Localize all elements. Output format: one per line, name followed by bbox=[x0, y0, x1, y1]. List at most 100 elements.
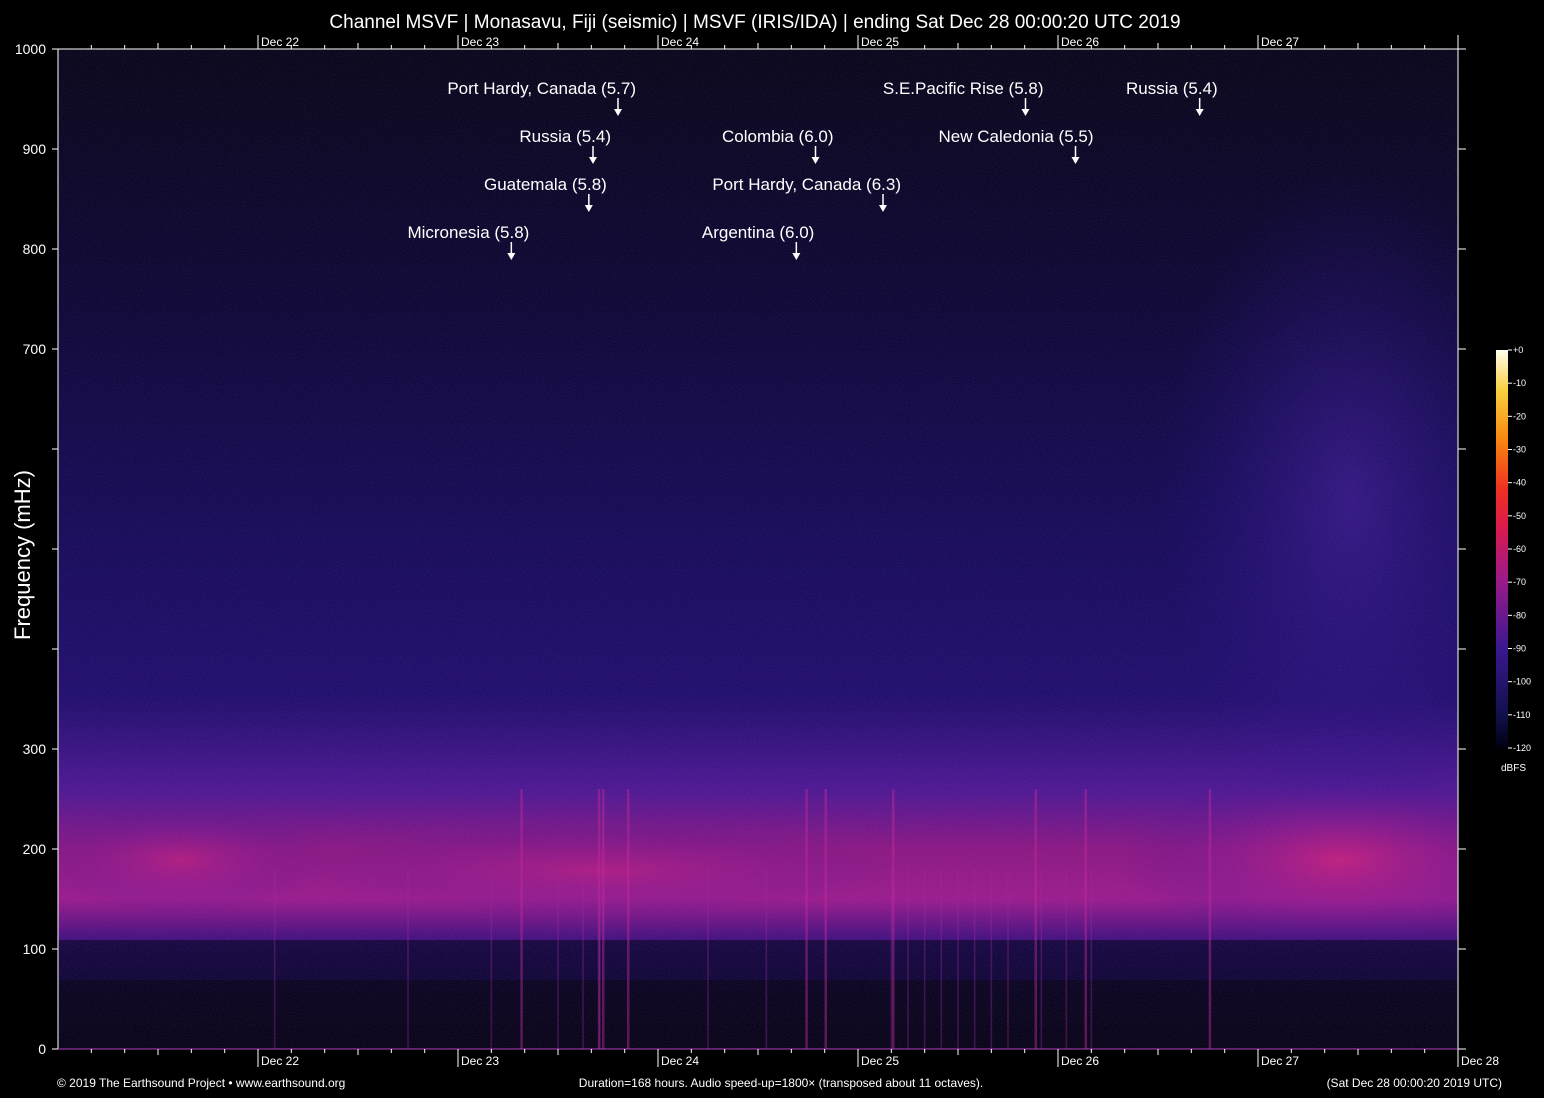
event-annotation: Micronesia (5.8) bbox=[407, 223, 529, 260]
x-tick-label-top: Dec 22 bbox=[261, 35, 299, 49]
event-annotation: S.E.Pacific Rise (5.8) bbox=[883, 79, 1044, 116]
event-annotation: New Caledonia (5.5) bbox=[939, 127, 1094, 164]
event-label: New Caledonia (5.5) bbox=[939, 127, 1094, 146]
event-annotation: Argentina (6.0) bbox=[702, 223, 814, 260]
event-arrow-head bbox=[1021, 109, 1030, 116]
colorbar-tick-label: -120 bbox=[1513, 743, 1531, 753]
colorbar: +0 -10 -20 -30 -40 -50 -60 -70 -80 -90 -100 -110 -12… bbox=[1496, 345, 1531, 774]
event-arrow-head bbox=[811, 157, 820, 164]
background-streak bbox=[1090, 869, 1093, 1049]
colorbar-tick-label: -90 bbox=[1513, 644, 1526, 654]
background-streak bbox=[407, 869, 409, 1049]
background-streak bbox=[990, 869, 993, 1049]
x-axis: Dec 22 Dec 22 Dec 23 Dec 23 Dec 24 Dec 24 Dec … bbox=[90, 35, 1499, 1068]
y-tick-label: 200 bbox=[23, 841, 47, 857]
background-streak bbox=[1040, 869, 1043, 1049]
x-tick-label: Dec 24 bbox=[661, 1054, 699, 1068]
footer-timestamp: (Sat Dec 28 00:00:20 2019 UTC) bbox=[1327, 1076, 1502, 1090]
background-streak bbox=[557, 869, 559, 1049]
event-annotation: Port Hardy, Canada (6.3) bbox=[712, 175, 901, 212]
y-tick-label: 1000 bbox=[15, 41, 46, 57]
event-label: Micronesia (5.8) bbox=[407, 223, 529, 242]
y-axis-label: Frequency (mHz) bbox=[10, 470, 35, 640]
x-tick-label-top: Dec 23 bbox=[461, 35, 499, 49]
event-streak bbox=[1208, 789, 1212, 1049]
event-annotation: Guatemala (5.8) bbox=[484, 175, 607, 212]
colorbar-tick-label: -110 bbox=[1513, 710, 1530, 720]
event-streak bbox=[627, 789, 630, 1049]
colorbar-tick-label: -10 bbox=[1513, 378, 1526, 388]
colorbar-tick-label: -50 bbox=[1513, 511, 1526, 521]
event-label: Port Hardy, Canada (5.7) bbox=[447, 79, 636, 98]
event-annotation: Port Hardy, Canada (5.7) bbox=[447, 79, 636, 116]
background-streak bbox=[923, 869, 926, 1049]
footer-duration: Duration=168 hours. Audio speed-up=1800×… bbox=[579, 1076, 983, 1090]
x-tick-label: Dec 25 bbox=[861, 1054, 899, 1068]
event-streak bbox=[1034, 789, 1037, 1049]
event-streak bbox=[824, 789, 827, 1049]
event-arrow-head bbox=[507, 253, 516, 260]
background-streak bbox=[1065, 869, 1068, 1049]
x-tick-label: Dec 26 bbox=[1061, 1054, 1099, 1068]
colorbar-unit: dBFS bbox=[1501, 763, 1526, 774]
event-label: Colombia (6.0) bbox=[722, 127, 834, 146]
colorbar-tick-label: -40 bbox=[1513, 478, 1526, 488]
y-tick-label: 0 bbox=[38, 1041, 46, 1057]
event-arrow-head bbox=[614, 109, 622, 116]
colorbar-tick-label: -70 bbox=[1513, 577, 1526, 587]
event-annotation: Russia (5.4) bbox=[1126, 79, 1218, 116]
x-tick-label: Dec 23 bbox=[461, 1054, 499, 1068]
event-annotation: Colombia (6.0) bbox=[722, 127, 834, 164]
background-streak bbox=[765, 869, 768, 1049]
event-arrow-head bbox=[1071, 157, 1080, 164]
event-label: S.E.Pacific Rise (5.8) bbox=[883, 79, 1044, 98]
background-streak bbox=[973, 869, 976, 1049]
event-label: Guatemala (5.8) bbox=[484, 175, 607, 194]
x-tick-label-top: Dec 27 bbox=[1261, 35, 1299, 49]
event-streak bbox=[1084, 789, 1087, 1049]
plot-area bbox=[58, 49, 1458, 1049]
x-tick-label: Dec 22 bbox=[261, 1054, 299, 1068]
background-streak bbox=[273, 869, 276, 1049]
x-tick-label: Dec 27 bbox=[1261, 1054, 1299, 1068]
event-arrow-head bbox=[589, 157, 597, 164]
event-arrow-head bbox=[792, 253, 801, 260]
chart-title: Channel MSVF | Monasavu, Fiji (seismic) … bbox=[329, 12, 1180, 33]
colorbar-gradient bbox=[1496, 350, 1508, 748]
event-label: Argentina (6.0) bbox=[702, 223, 814, 242]
x-tick-label: Dec 28 bbox=[1461, 1054, 1499, 1068]
x-tick-label-top: Dec 25 bbox=[861, 35, 899, 49]
footer-copyright: © 2019 The Earthsound Project • www.eart… bbox=[57, 1076, 345, 1090]
background-streak bbox=[907, 869, 909, 1049]
event-arrow-head bbox=[584, 205, 593, 212]
y-tick-label: 900 bbox=[23, 141, 47, 157]
y-tick-label: 700 bbox=[23, 341, 47, 357]
colorbar-tick-label: -30 bbox=[1513, 445, 1526, 455]
event-label: Port Hardy, Canada (6.3) bbox=[712, 175, 901, 194]
event-streak bbox=[805, 789, 808, 1049]
background-streak bbox=[490, 869, 493, 1049]
background-streak bbox=[957, 869, 959, 1049]
event-label: Russia (5.4) bbox=[519, 127, 611, 146]
event-streak bbox=[520, 789, 523, 1049]
background-streak bbox=[707, 869, 709, 1049]
colorbar-tick-label: -80 bbox=[1513, 610, 1526, 620]
event-streak bbox=[597, 789, 601, 1049]
event-annotation: Russia (5.4) bbox=[519, 127, 611, 164]
colorbar-tick-label: -100 bbox=[1513, 677, 1531, 687]
event-label: Russia (5.4) bbox=[1126, 79, 1218, 98]
background-streak bbox=[582, 869, 584, 1049]
colorbar-tick-label: -20 bbox=[1513, 411, 1526, 421]
event-arrow-head bbox=[1195, 109, 1204, 116]
x-tick-label-top: Dec 24 bbox=[661, 35, 699, 49]
y-tick-label: 100 bbox=[23, 941, 47, 957]
x-tick-label-top: Dec 26 bbox=[1061, 35, 1099, 49]
event-streak bbox=[602, 789, 605, 1049]
colorbar-tick-label: +0 bbox=[1513, 345, 1523, 355]
background-streak bbox=[1007, 869, 1009, 1049]
event-arrow-head bbox=[879, 205, 887, 212]
background-streak bbox=[890, 869, 893, 1049]
event-annotations: Port Hardy, Canada (5.7) Russia (5.4) Guat… bbox=[407, 79, 1218, 260]
background-streak bbox=[940, 869, 943, 1049]
